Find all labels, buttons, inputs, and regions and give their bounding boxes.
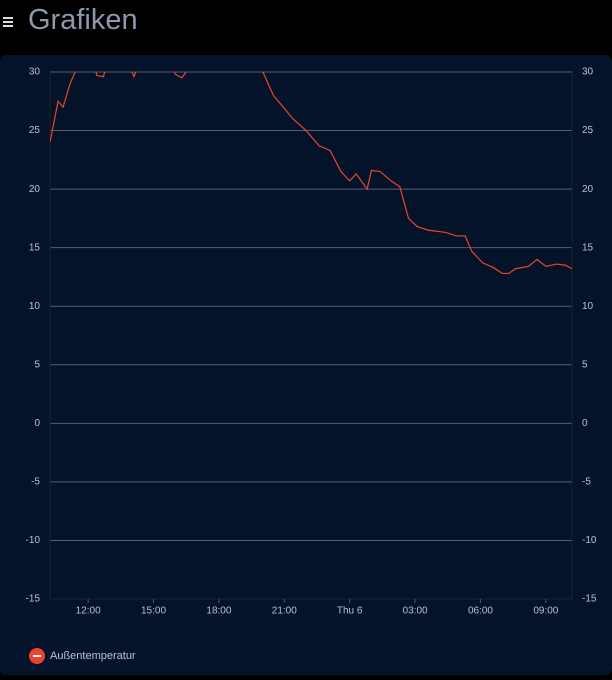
y2-tick-label: 30	[582, 67, 594, 78]
y-tick-label: 25	[29, 125, 41, 136]
y-tick-label: 10	[29, 301, 41, 312]
y2-tick-label: 25	[582, 125, 594, 136]
y2-tick-label: 5	[582, 359, 588, 370]
y-tick-label: -10	[26, 535, 41, 546]
y-tick-label: -15	[26, 594, 41, 605]
x-tick-label: 09:00	[533, 606, 558, 617]
y2-tick-label: 10	[582, 301, 594, 312]
y-tick-label: 5	[34, 359, 40, 370]
data-line	[50, 72, 572, 275]
y2-tick-label: -15	[582, 594, 597, 605]
y-tick-label: 0	[34, 418, 40, 429]
y2-tick-label: -10	[582, 535, 597, 546]
x-tick-label: Thu 6	[337, 606, 363, 617]
page-title: Grafiken	[28, 4, 138, 36]
y2-tick-label: -5	[582, 477, 591, 488]
x-tick-label: 15:00	[141, 606, 166, 617]
legend-label: Außentemperatur	[50, 650, 136, 662]
y2-tick-label: 0	[582, 418, 588, 429]
x-tick-label: 18:00	[206, 606, 231, 617]
y2-tick-label: 20	[582, 184, 594, 195]
y-tick-label: -5	[31, 477, 40, 488]
x-tick-label: 21:00	[272, 606, 297, 617]
chart: -15 -15 -10 -10 -5 -5 0 0 5 5 10 10 15 15 20 20 25 25 30 30…	[0, 55, 612, 675]
legend-swatch-dash	[33, 655, 41, 657]
x-tick-label: 12:00	[76, 606, 101, 617]
y-tick-label: 30	[29, 67, 41, 78]
x-tick-label: 06:00	[468, 606, 493, 617]
y2-tick-label: 15	[582, 242, 594, 253]
y-tick-label: 20	[29, 184, 41, 195]
menu-icon[interactable]	[2, 16, 14, 28]
header: Grafiken	[0, 0, 612, 52]
x-tick-label: 03:00	[403, 606, 428, 617]
y-tick-label: 15	[29, 242, 41, 253]
